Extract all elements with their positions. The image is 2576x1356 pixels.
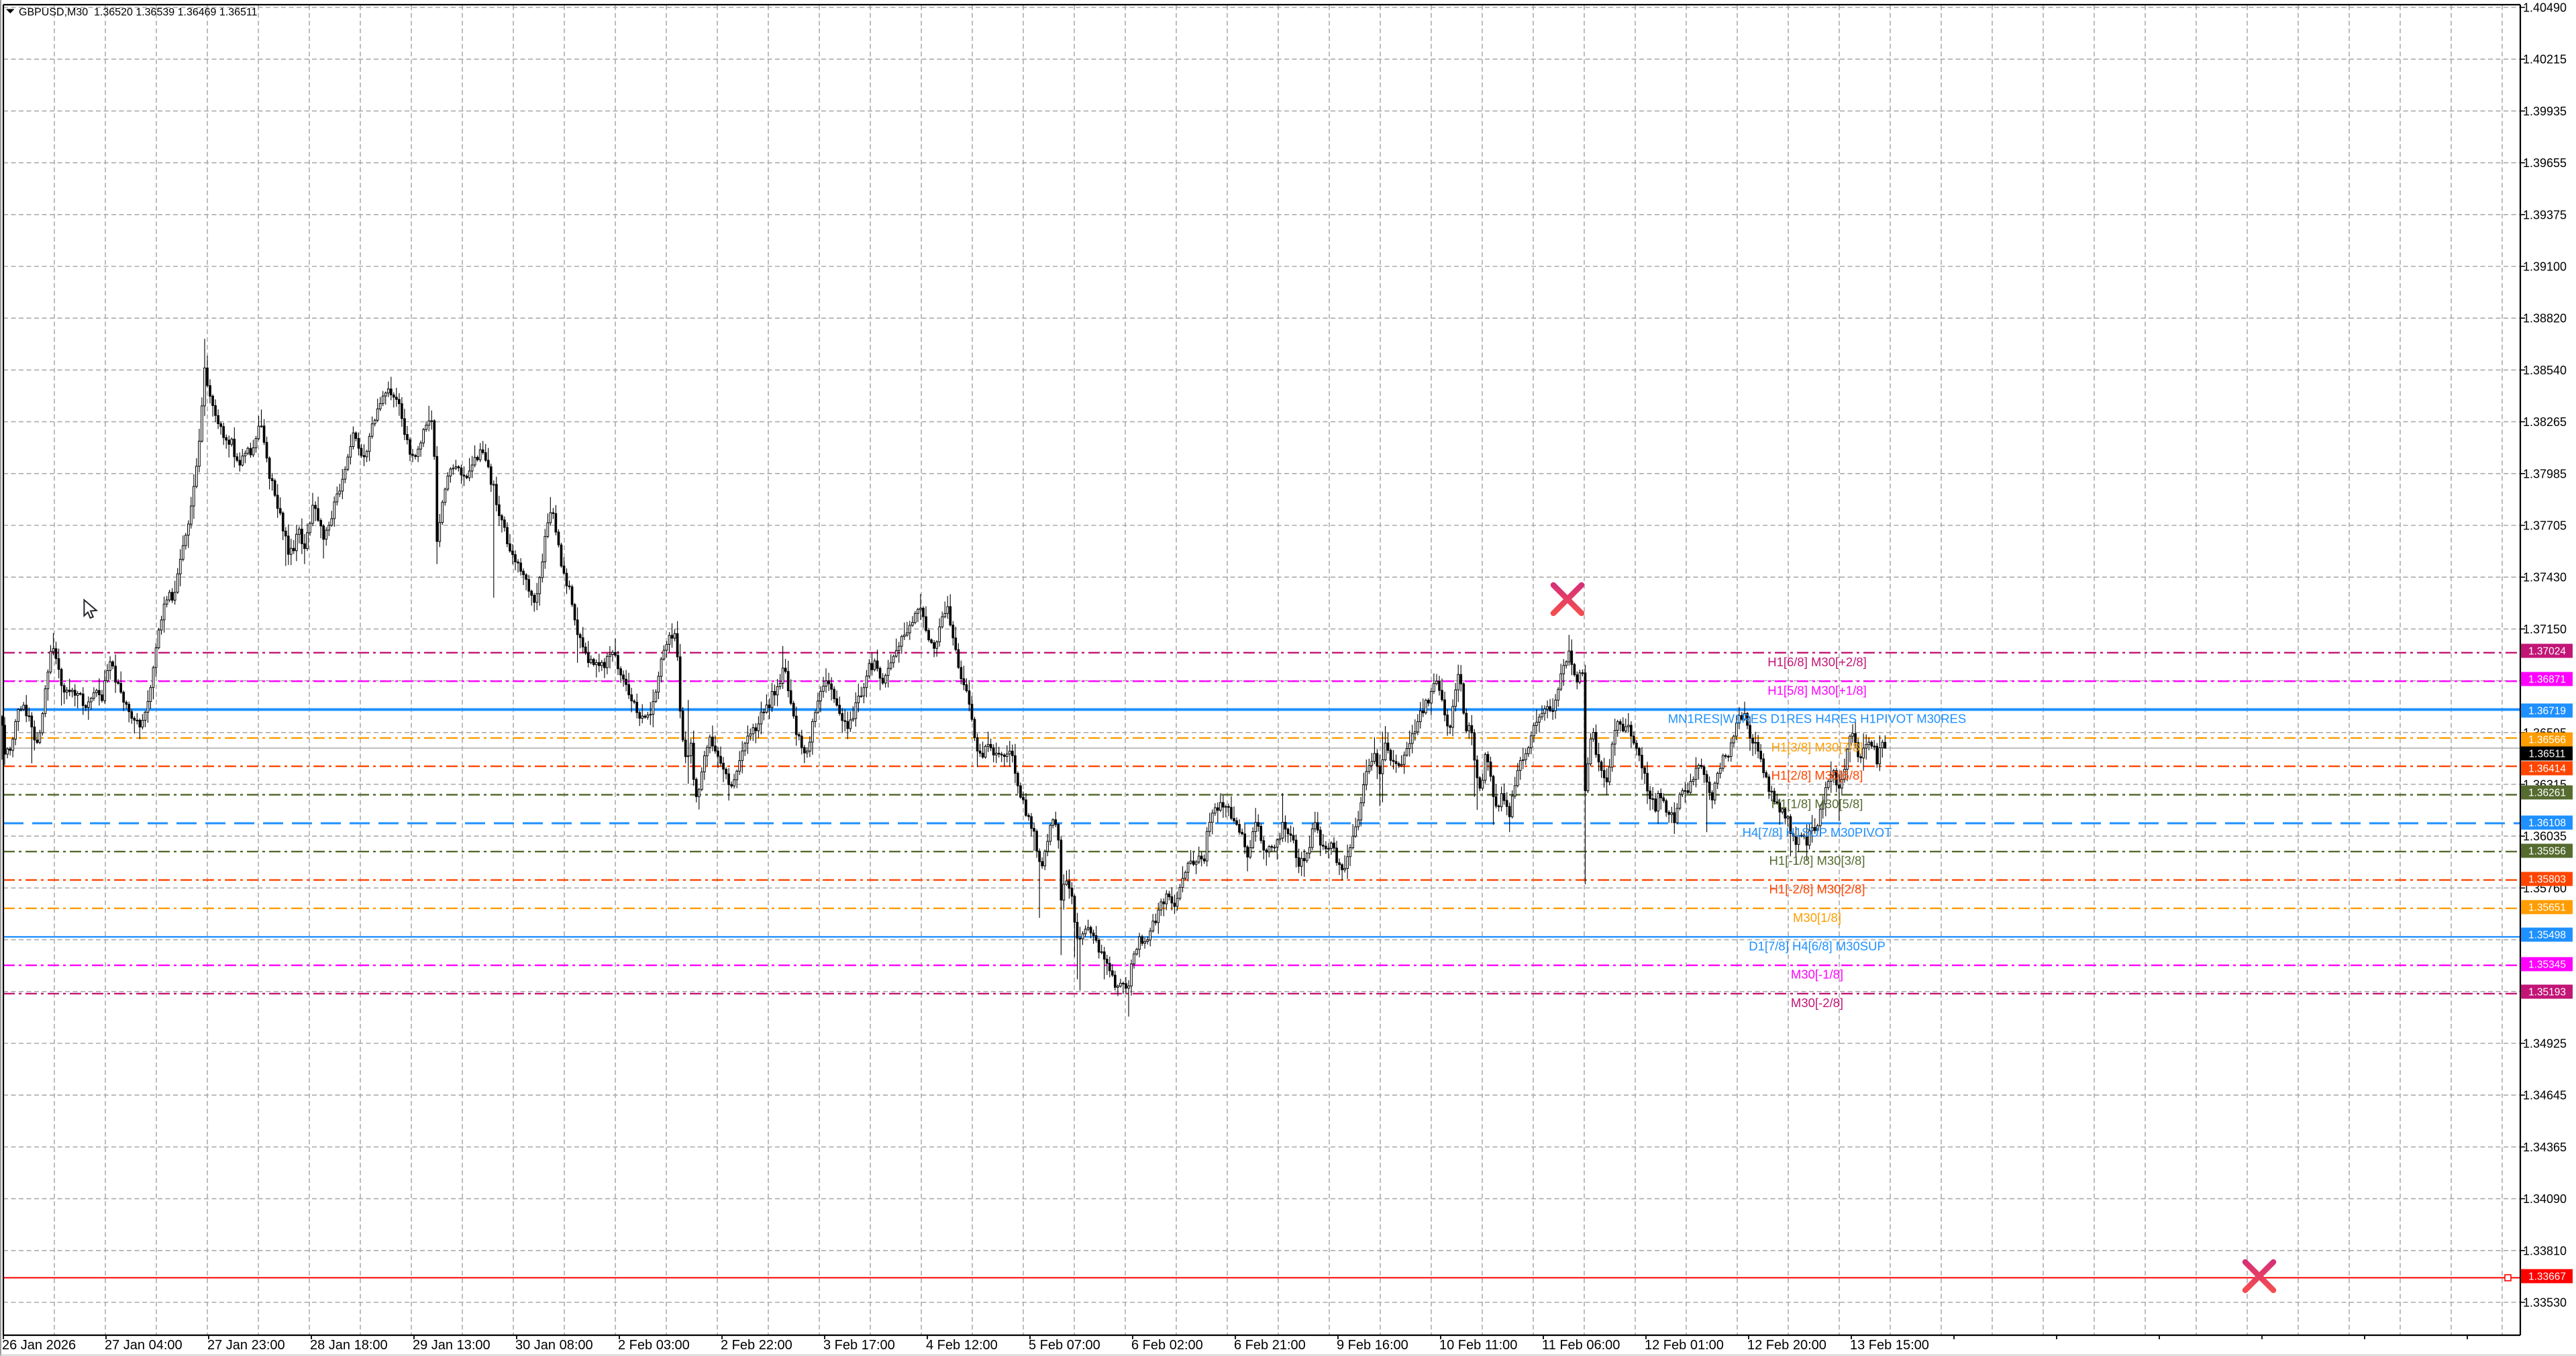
svg-text:9 Feb 16:00: 9 Feb 16:00 bbox=[1337, 1338, 1408, 1353]
svg-text:1.35803: 1.35803 bbox=[2528, 874, 2566, 886]
svg-text:29 Jan 13:00: 29 Jan 13:00 bbox=[413, 1338, 491, 1353]
svg-text:27 Jan 04:00: 27 Jan 04:00 bbox=[105, 1338, 183, 1353]
svg-text:1.35651: 1.35651 bbox=[2528, 902, 2566, 914]
svg-text:M30[-2/8]: M30[-2/8] bbox=[1791, 996, 1843, 1010]
svg-text:1.36871: 1.36871 bbox=[2528, 674, 2566, 686]
svg-text:26 Jan 2026: 26 Jan 2026 bbox=[2, 1338, 76, 1353]
svg-text:28 Jan 18:00: 28 Jan 18:00 bbox=[310, 1338, 388, 1353]
svg-text:1.35345: 1.35345 bbox=[2528, 959, 2566, 971]
svg-text:1.36108: 1.36108 bbox=[2528, 818, 2566, 829]
svg-text:6 Feb 21:00: 6 Feb 21:00 bbox=[1234, 1338, 1306, 1353]
svg-text:1.34365: 1.34365 bbox=[2523, 1141, 2567, 1154]
svg-text:1.39935: 1.39935 bbox=[2523, 105, 2567, 118]
svg-text:30 Jan 08:00: 30 Jan 08:00 bbox=[515, 1338, 593, 1353]
svg-text:1.33530: 1.33530 bbox=[2523, 1296, 2567, 1310]
svg-text:H1[5/8] M30[+1/8]: H1[5/8] M30[+1/8] bbox=[1767, 683, 1867, 697]
svg-text:H1[-2/8] M30[2/8]: H1[-2/8] M30[2/8] bbox=[1769, 882, 1865, 896]
svg-text:3 Feb 17:00: 3 Feb 17:00 bbox=[823, 1338, 895, 1353]
svg-text:1.33810: 1.33810 bbox=[2523, 1244, 2567, 1257]
svg-text:10 Feb 11:00: 10 Feb 11:00 bbox=[1439, 1338, 1517, 1353]
svg-text:1.35193: 1.35193 bbox=[2528, 987, 2566, 998]
svg-text:12 Feb 20:00: 12 Feb 20:00 bbox=[1747, 1338, 1826, 1353]
svg-text:1.35956: 1.35956 bbox=[2528, 846, 2566, 857]
svg-text:1.37024: 1.37024 bbox=[2528, 646, 2566, 658]
svg-text:H4[7/8] H1SUP M30PIVOT: H4[7/8] H1SUP M30PIVOT bbox=[1743, 825, 1892, 839]
svg-text:1.36511: 1.36511 bbox=[2529, 749, 2566, 760]
svg-text:H1[6/8] M30[+2/8]: H1[6/8] M30[+2/8] bbox=[1767, 655, 1867, 669]
svg-text:1.36719: 1.36719 bbox=[2528, 706, 2566, 717]
svg-text:1.39655: 1.39655 bbox=[2523, 156, 2567, 170]
svg-text:2 Feb 22:00: 2 Feb 22:00 bbox=[721, 1338, 792, 1353]
svg-text:1.37985: 1.37985 bbox=[2523, 467, 2567, 480]
svg-text:1.34645: 1.34645 bbox=[2523, 1089, 2567, 1102]
svg-text:H1[-1/8] M30[3/8]: H1[-1/8] M30[3/8] bbox=[1769, 853, 1865, 868]
svg-text:M30[-1/8]: M30[-1/8] bbox=[1791, 968, 1843, 982]
svg-text:5 Feb 07:00: 5 Feb 07:00 bbox=[1029, 1338, 1100, 1353]
svg-text:4 Feb 12:00: 4 Feb 12:00 bbox=[926, 1338, 998, 1353]
svg-text:1.36566: 1.36566 bbox=[2528, 735, 2566, 746]
svg-text:6 Feb 02:00: 6 Feb 02:00 bbox=[1131, 1338, 1203, 1353]
svg-text:1.36414: 1.36414 bbox=[2528, 764, 2566, 775]
svg-text:1.39100: 1.39100 bbox=[2523, 260, 2567, 274]
svg-text:1.36261: 1.36261 bbox=[2528, 788, 2566, 799]
svg-text:1.38540: 1.38540 bbox=[2523, 364, 2567, 377]
svg-text:1.38820: 1.38820 bbox=[2523, 312, 2567, 325]
svg-text:1.40215: 1.40215 bbox=[2523, 53, 2567, 66]
svg-text:MN1RES|W1RES D1RES H4RES H1PIV: MN1RES|W1RES D1RES H4RES H1PIVOT M30RES bbox=[1668, 712, 1966, 726]
svg-text:2 Feb 03:00: 2 Feb 03:00 bbox=[618, 1338, 690, 1353]
svg-text:H1[2/8] M30[6/8]: H1[2/8] M30[6/8] bbox=[1771, 768, 1863, 782]
svg-text:1.35498: 1.35498 bbox=[2528, 930, 2566, 941]
svg-text:1.36035: 1.36035 bbox=[2523, 830, 2567, 843]
svg-text:27 Jan 23:00: 27 Jan 23:00 bbox=[207, 1338, 285, 1353]
svg-text:H1[1/8] M30[5/8]: H1[1/8] M30[5/8] bbox=[1771, 797, 1863, 811]
svg-text:1.34925: 1.34925 bbox=[2523, 1037, 2567, 1051]
svg-text:M30[1/8]: M30[1/8] bbox=[1793, 910, 1841, 925]
svg-text:1.38265: 1.38265 bbox=[2523, 415, 2567, 429]
svg-text:11 Feb 06:00: 11 Feb 06:00 bbox=[1542, 1338, 1620, 1353]
svg-text:D1[7/8] H4[6/8] M30SUP: D1[7/8] H4[6/8] M30SUP bbox=[1749, 939, 1886, 953]
svg-text:1.37430: 1.37430 bbox=[2523, 571, 2567, 584]
svg-text:1.40490: 1.40490 bbox=[2523, 1, 2567, 15]
svg-text:GBPUSD,M30 1.36520 1.36539 1.: GBPUSD,M30 1.36520 1.36539 1.36469 1.365… bbox=[19, 7, 258, 18]
svg-text:1.34090: 1.34090 bbox=[2523, 1192, 2567, 1206]
svg-text:1.37705: 1.37705 bbox=[2523, 519, 2567, 533]
svg-text:12 Feb 01:00: 12 Feb 01:00 bbox=[1645, 1338, 1724, 1353]
svg-text:1.39375: 1.39375 bbox=[2523, 208, 2567, 221]
svg-text:13 Feb 15:00: 13 Feb 15:00 bbox=[1850, 1338, 1929, 1353]
svg-text:1.33667: 1.33667 bbox=[2528, 1271, 2566, 1283]
svg-text:1.37150: 1.37150 bbox=[2523, 623, 2567, 636]
svg-text:H1[3/8] M30[7/8]: H1[3/8] M30[7/8] bbox=[1771, 740, 1863, 754]
